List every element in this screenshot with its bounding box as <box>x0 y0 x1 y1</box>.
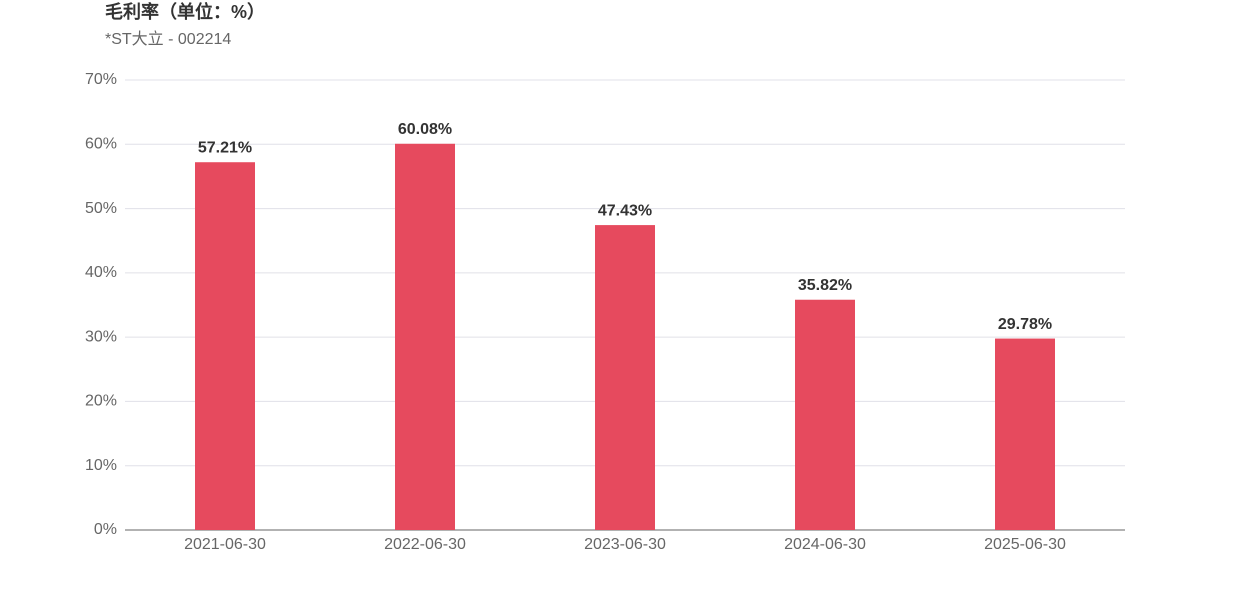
y-tick-label: 40% <box>85 264 117 281</box>
y-tick-label: 60% <box>85 136 117 153</box>
data-label: 47.43% <box>598 202 652 219</box>
data-label: 57.21% <box>198 139 252 156</box>
chart-subtitle: *ST大立 - 002214 <box>105 30 231 48</box>
x-tick-label: 2023-06-30 <box>584 536 666 553</box>
bar <box>795 299 855 530</box>
data-label: 29.78% <box>998 316 1052 333</box>
data-label: 60.08% <box>398 121 452 138</box>
y-tick-label: 0% <box>94 521 117 538</box>
y-tick-label: 30% <box>85 328 117 345</box>
x-tick-label: 2024-06-30 <box>784 536 866 553</box>
y-tick-label: 50% <box>85 200 117 217</box>
y-tick-label: 70% <box>85 71 117 88</box>
x-tick-label: 2022-06-30 <box>384 536 466 553</box>
bar <box>195 162 255 530</box>
x-tick-label: 2025-06-30 <box>984 536 1066 553</box>
y-tick-label: 20% <box>85 393 117 410</box>
bar <box>595 225 655 531</box>
bar <box>395 143 455 530</box>
chart-title: 毛利率（单位：%） <box>105 1 265 22</box>
x-tick-label: 2021-06-30 <box>184 536 266 553</box>
bar <box>995 338 1055 530</box>
data-label: 35.82% <box>798 277 852 294</box>
y-tick-label: 10% <box>85 457 117 474</box>
